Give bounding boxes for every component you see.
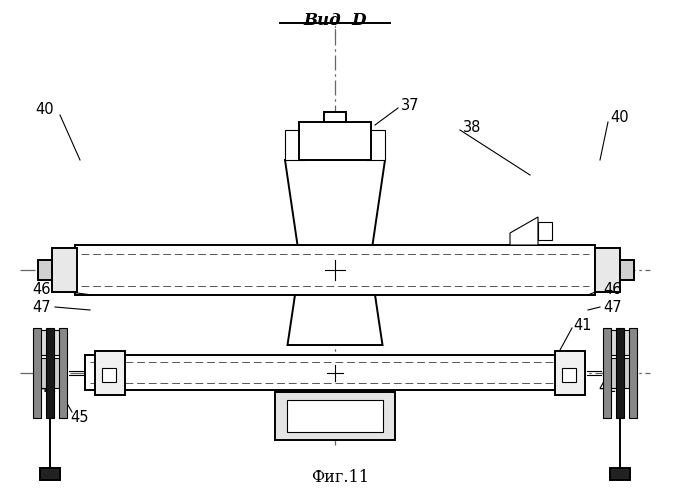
Bar — [603, 328, 611, 418]
Bar — [46, 328, 54, 418]
Bar — [95, 351, 125, 395]
Bar — [287, 400, 383, 432]
Text: 41: 41 — [574, 318, 592, 332]
Text: Вид  D: Вид D — [303, 12, 367, 29]
Bar — [40, 468, 60, 480]
Text: 46: 46 — [604, 282, 622, 298]
Bar — [610, 468, 630, 480]
Text: 40: 40 — [611, 110, 629, 124]
Bar — [52, 248, 77, 292]
Text: 42: 42 — [39, 380, 57, 396]
Bar — [102, 368, 116, 382]
Text: 47: 47 — [33, 300, 51, 314]
Bar — [85, 355, 585, 390]
Text: 37: 37 — [401, 98, 420, 112]
Bar — [275, 392, 395, 440]
Bar — [59, 328, 67, 418]
Polygon shape — [365, 130, 385, 160]
Text: 42: 42 — [598, 380, 617, 394]
Bar — [562, 368, 576, 382]
Bar — [555, 351, 585, 395]
Bar — [39, 330, 61, 355]
Polygon shape — [285, 160, 385, 245]
Text: 46: 46 — [33, 282, 51, 298]
Polygon shape — [510, 217, 538, 245]
Text: 40: 40 — [35, 102, 54, 118]
Bar — [38, 260, 52, 280]
Bar — [324, 112, 346, 122]
Bar — [620, 260, 634, 280]
Text: Фиг.11: Фиг.11 — [311, 470, 369, 486]
Polygon shape — [288, 295, 382, 345]
Bar — [299, 122, 371, 160]
Bar — [538, 222, 552, 240]
Bar — [40, 358, 60, 388]
Bar — [75, 245, 595, 295]
Bar — [610, 358, 630, 388]
Polygon shape — [285, 130, 305, 160]
Text: 45: 45 — [71, 410, 89, 426]
Text: 38: 38 — [463, 120, 481, 134]
Text: 47: 47 — [604, 300, 622, 314]
Bar — [609, 330, 631, 355]
Bar — [33, 328, 41, 418]
Bar — [616, 328, 624, 418]
Bar — [629, 328, 637, 418]
Bar — [595, 248, 620, 292]
